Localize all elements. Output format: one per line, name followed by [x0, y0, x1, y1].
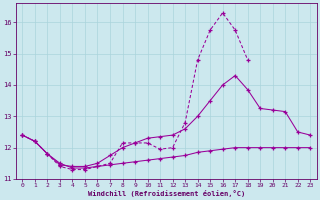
- X-axis label: Windchill (Refroidissement éolien,°C): Windchill (Refroidissement éolien,°C): [88, 190, 245, 197]
